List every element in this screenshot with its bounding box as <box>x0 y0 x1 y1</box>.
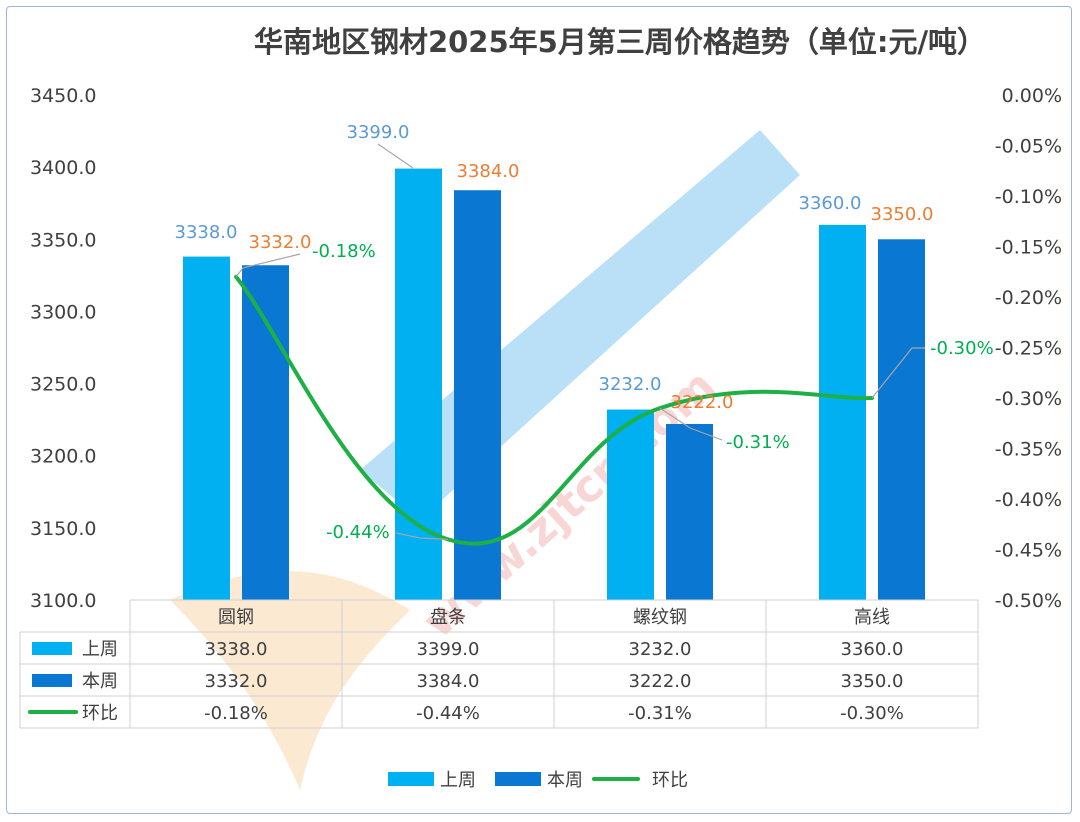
table-legend-key <box>32 642 72 655</box>
y2-tick-label: -0.20% <box>995 287 1062 309</box>
data-label-prev-week: 3232.0 <box>599 374 662 395</box>
table-cell: -0.31% <box>628 703 692 724</box>
x-category-label: 螺纹钢 <box>633 607 687 628</box>
bar-prev-week <box>819 224 866 600</box>
line-series <box>234 274 874 546</box>
y-tick-label: 3350.0 <box>30 229 96 251</box>
table-cell: -0.18% <box>204 703 268 724</box>
x-category-label: 高线 <box>854 607 890 628</box>
y2-tick-label: -0.05% <box>995 136 1062 158</box>
watermark-logo-orange <box>170 571 410 790</box>
y2-tick-label: -0.40% <box>995 489 1062 511</box>
table-cell: 3350.0 <box>841 671 904 692</box>
data-label-mom-change: -0.31% <box>726 432 790 453</box>
table-cell: 3399.0 <box>417 639 480 660</box>
y-tick-label: 3200.0 <box>30 446 96 468</box>
x-category-label: 盘条 <box>430 607 466 628</box>
y2-tick-label: -0.30% <box>995 388 1062 410</box>
data-label-this-week: 3222.0 <box>671 392 734 413</box>
table-cell: 3222.0 <box>629 671 692 692</box>
y-tick-label: 3450.0 <box>30 85 96 107</box>
bar-prev-week <box>395 168 442 601</box>
y2-tick-label: -0.25% <box>995 338 1062 360</box>
leader-line <box>235 253 301 278</box>
bar-this-week <box>666 423 713 600</box>
data-label-mom-change: -0.44% <box>326 522 390 543</box>
data-label-prev-week: 3360.0 <box>799 193 862 214</box>
legend-key <box>388 772 434 786</box>
y-axis-right: 0.00% -0.05% -0.10% -0.15% -0.20% -0.25% -0.30… <box>995 85 1062 612</box>
data-label-mom-change: -0.18% <box>312 241 376 262</box>
y-tick-label: 3400.0 <box>30 157 96 179</box>
line-mom-change <box>234 274 874 546</box>
data-label-this-week: 3350.0 <box>871 204 934 225</box>
y2-tick-label: -0.50% <box>995 590 1062 612</box>
bar-this-week <box>878 239 925 601</box>
legend-label: 环比 <box>652 770 688 791</box>
bar-prev-week <box>607 409 654 600</box>
y-tick-label: 3150.0 <box>30 518 96 540</box>
table-cell: -0.44% <box>416 703 480 724</box>
table-cell: 3360.0 <box>841 639 904 660</box>
data-label-prev-week: 3399.0 <box>347 122 410 143</box>
data-label-this-week: 3384.0 <box>457 161 520 182</box>
legend-key <box>495 772 541 786</box>
x-category-label: 圆钢 <box>218 607 254 628</box>
y-tick-label: 3300.0 <box>30 301 96 323</box>
bar-prev-week <box>183 256 230 600</box>
bar-this-week <box>454 190 501 600</box>
table-cell: 3338.0 <box>205 639 268 660</box>
data-label-mom-change: -0.30% <box>930 338 994 359</box>
y2-tick-label: 0.00% <box>1002 85 1062 107</box>
leader-line <box>871 347 925 399</box>
legend: 上周 本周 环比 <box>388 770 688 791</box>
table-cell: -0.30% <box>840 703 904 724</box>
y2-tick-label: -0.35% <box>995 439 1062 461</box>
leader-line <box>659 407 723 441</box>
data-labels: 3338.0 3332.0 3399.0 3384.0 3232.0 3222.0 3360… <box>175 122 994 543</box>
bar-this-week <box>242 265 289 600</box>
data-label-this-week: 3332.0 <box>249 232 312 253</box>
data-label-prev-week: 3338.0 <box>175 222 238 243</box>
legend-label: 本周 <box>547 770 583 791</box>
table-cell: 3384.0 <box>417 671 480 692</box>
y2-tick-label: -0.15% <box>995 237 1062 259</box>
table-cell: 3332.0 <box>205 671 268 692</box>
y2-tick-label: -0.10% <box>995 186 1062 208</box>
y-tick-label: 3100.0 <box>30 590 96 612</box>
table-row-label: 本周 <box>82 671 118 692</box>
leader-line <box>377 143 414 169</box>
table-row-label: 环比 <box>82 703 118 724</box>
table-cell: 3232.0 <box>629 639 692 660</box>
leader-line <box>395 532 449 540</box>
table-row-label: 上周 <box>82 639 118 660</box>
y-axis-left: 3450.0 3400.0 3350.0 3300.0 3250.0 3200.0 3150… <box>30 85 96 612</box>
y2-tick-label: -0.45% <box>995 540 1062 562</box>
y-tick-label: 3250.0 <box>30 374 96 396</box>
legend-label: 上周 <box>440 770 476 791</box>
chart-title: 华南地区钢材2025年5月第三周价格趋势（单位:元/吨） <box>254 25 986 59</box>
table-legend-key <box>32 674 72 687</box>
